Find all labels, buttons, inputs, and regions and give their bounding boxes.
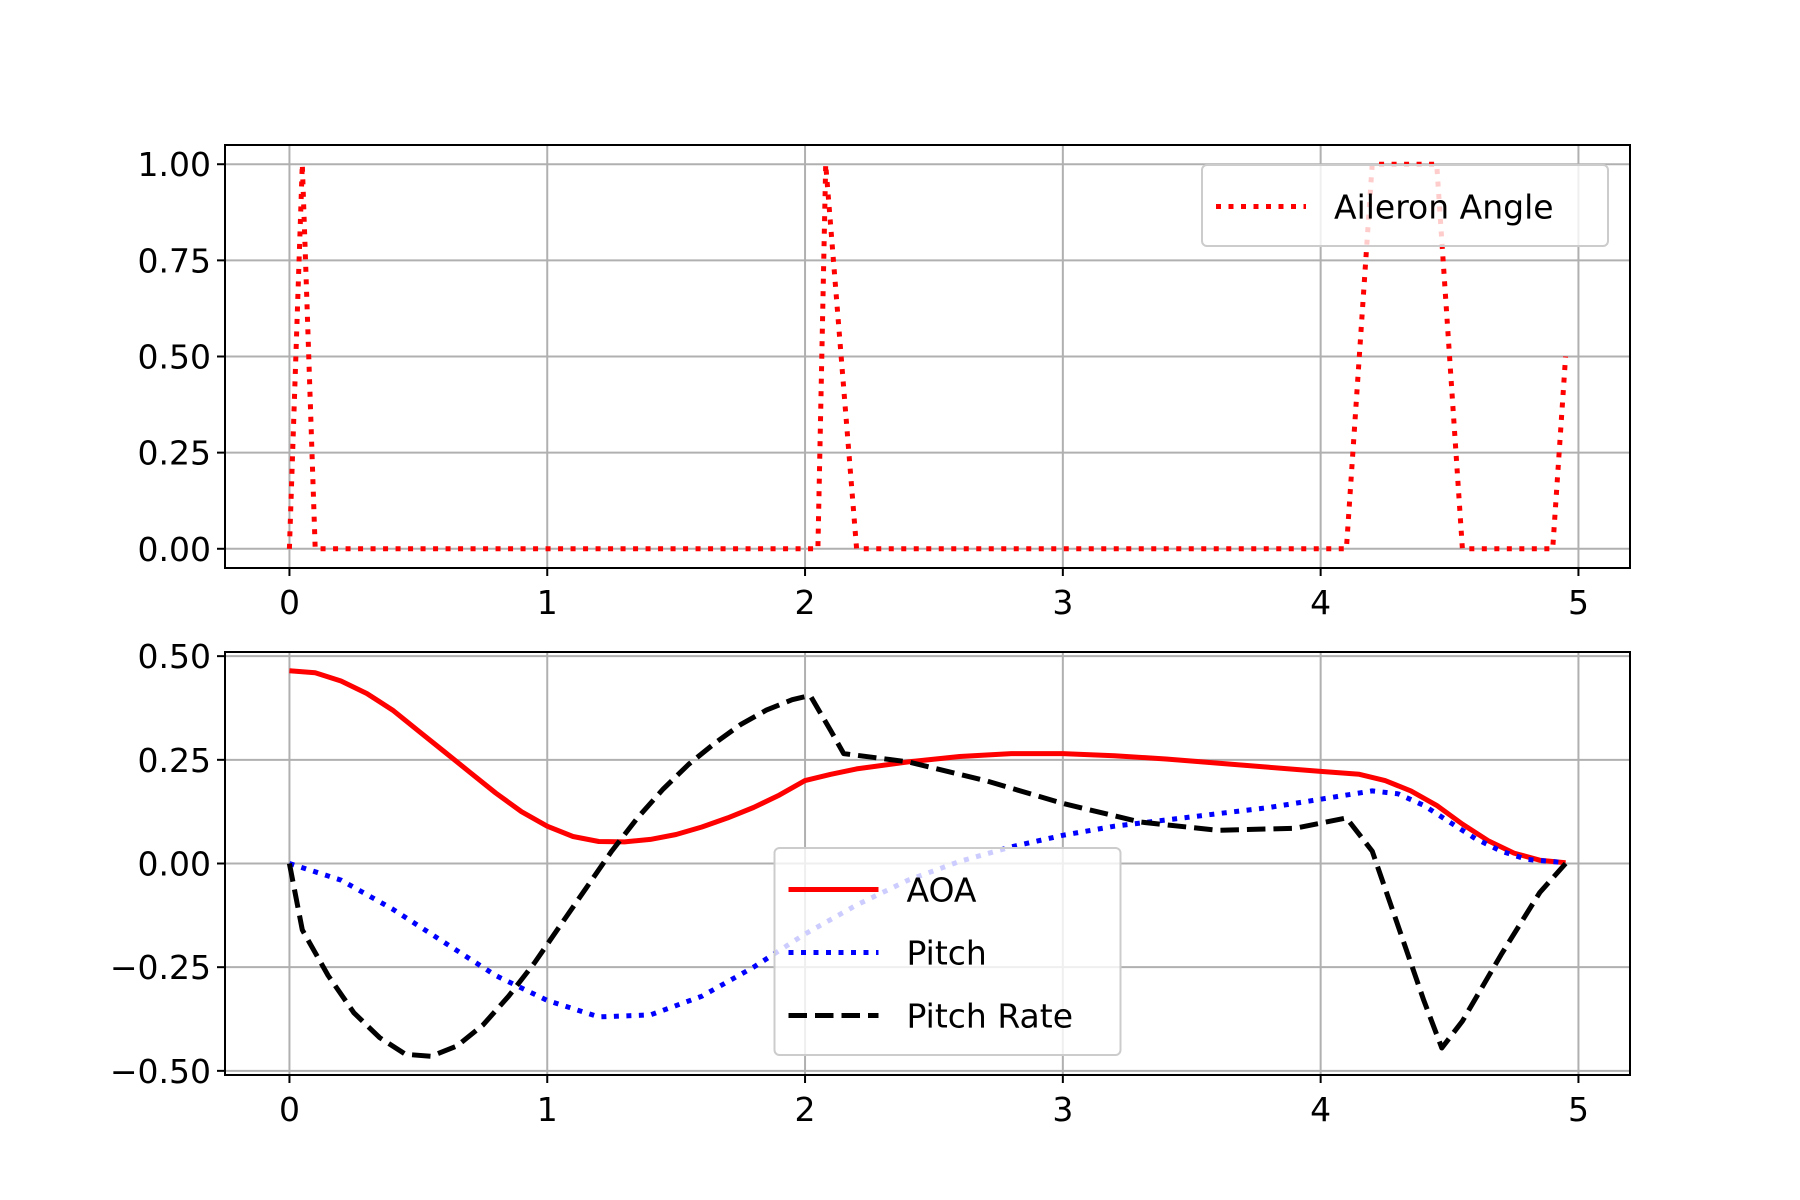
subplot2-y-tick-label-3: 0.25 (138, 741, 211, 780)
subplot2-legend-label-1: Pitch (907, 934, 987, 973)
subplot1-series-line-0 (286, 161, 1569, 552)
subplot1-y-tick-label-3: 0.75 (138, 241, 211, 280)
subplot2-series-line-2 (286, 693, 1568, 1059)
subplot1-legend: Aileron Angle (1201, 164, 1609, 247)
subplot1-y-tick-label-0: 0.00 (138, 530, 211, 569)
subplot2-y-tick-label-4: 0.50 (138, 637, 211, 676)
subplot2-y-tick-label-1: −0.25 (110, 948, 211, 987)
subplot2-x-tick-label-3: 3 (1052, 1090, 1073, 1129)
subplot2-x-tick-label-2: 2 (795, 1090, 816, 1129)
subplot2-series-line-1 (288, 788, 1566, 1020)
subplot2-series-line-0 (289, 668, 1566, 866)
subplot1-x-tick-label-4: 4 (1310, 583, 1331, 622)
subplot1-x-tick-label-2: 2 (795, 583, 816, 622)
subplot2-y-tick-label-0: −0.50 (110, 1052, 211, 1091)
subplot1-legend-label-0: Aileron Angle (1334, 188, 1554, 227)
subplot2-x-tick-label-5: 5 (1568, 1090, 1589, 1129)
aileron-angle-subplot: 0 1 2 3 4 5 0.00 0.25 0.50 0.75 1.00 Aileron Angle (138, 144, 1631, 622)
subplot1-y-tick-label-2: 0.50 (138, 338, 211, 377)
subplot1-x-tick-label-1: 1 (537, 583, 558, 622)
subplot2-legend-label-2: Pitch Rate (907, 997, 1074, 1036)
subplot1-x-tick-label-5: 5 (1568, 583, 1589, 622)
subplot1-legend-box (1201, 164, 1609, 247)
subplot1-y-tick-label-4: 1.00 (138, 145, 211, 184)
subplot2-x-tick-label-1: 1 (537, 1090, 558, 1129)
subplot1-y-tick-label-1: 0.25 (138, 434, 211, 473)
subplot1-x-tick-label-0: 0 (279, 583, 300, 622)
subplot2-x-tick-label-0: 0 (279, 1090, 300, 1129)
subplot2-legend-label-0: AOA (907, 871, 977, 910)
subplot2-x-tick-label-4: 4 (1310, 1090, 1331, 1129)
subplot2-legend-box (773, 847, 1122, 1056)
subplot2-y-tick-label-2: 0.00 (138, 845, 211, 884)
subplot2-legend: AOA Pitch Pitch Rate (773, 847, 1122, 1056)
subplot1-x-tick-label-3: 3 (1052, 583, 1073, 622)
aoa-pitch-subplot: 0 1 2 3 4 5 −0.50 −0.25 0.00 0.25 0.50 AOA Pitch Pitc… (110, 637, 1631, 1129)
